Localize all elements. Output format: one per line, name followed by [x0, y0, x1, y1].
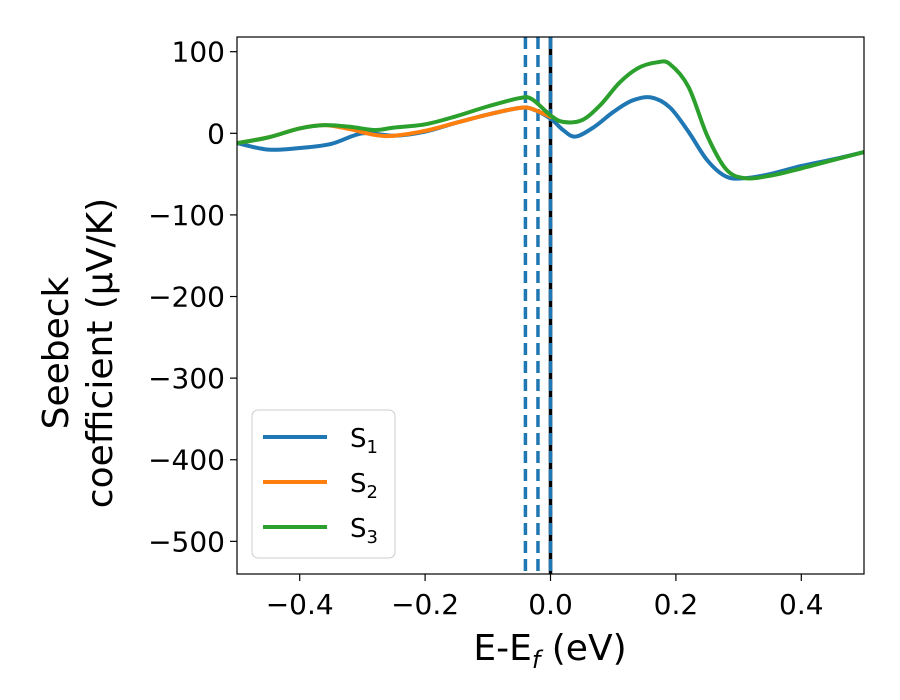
y-tick-label: −400 [148, 444, 225, 477]
y-tick-label: 100 [172, 36, 225, 69]
series-line-s3 [237, 59, 864, 181]
y-tick-label: −100 [148, 199, 225, 232]
y-tick-label: −500 [148, 525, 225, 558]
x-tick-label: 0.0 [528, 588, 573, 621]
x-tick-label: −0.4 [266, 588, 334, 621]
reference-lines [523, 37, 553, 574]
series-lines [237, 59, 864, 181]
y-axis-title-line-2: coefficient (μV/K) [80, 198, 121, 508]
x-axis: −0.4 −0.2 0.0 0.2 0.4 [266, 574, 824, 621]
y-axis-title-line-1: Seebeck [36, 276, 77, 429]
x-tick-label: −0.2 [391, 588, 459, 621]
y-axis: 100 0 −100 −200 −300 −400 −500 [148, 36, 237, 558]
y-tick-label: −300 [148, 362, 225, 395]
x-tick-label: 0.2 [654, 588, 699, 621]
x-tick-label: 0.4 [779, 588, 824, 621]
y-tick-label: −200 [148, 281, 225, 314]
y-tick-label: 0 [207, 117, 225, 150]
x-axis-title: E-Ef (eV) [473, 628, 626, 674]
y-axis-title: Seebeck coefficient (μV/K) [36, 198, 121, 508]
